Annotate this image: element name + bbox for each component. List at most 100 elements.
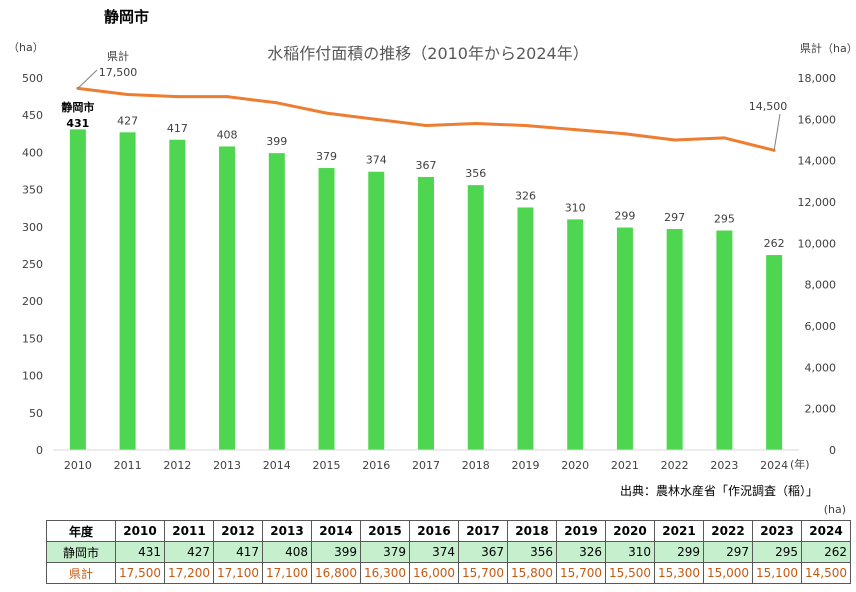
x-tick-label: 2015: [313, 459, 341, 472]
table-value-cell: 14,500: [801, 562, 851, 584]
table-year-cell: 2015: [360, 520, 410, 542]
bar: [517, 207, 534, 450]
bar-value-label: 310: [565, 201, 586, 214]
bar-value-label: 367: [416, 159, 437, 172]
chart-title: 水稲作付面積の推移（2010年から2024年）: [267, 44, 589, 63]
right-tick-label: 0: [829, 444, 836, 457]
bar: [616, 227, 633, 450]
x-tick-label: 2018: [462, 459, 490, 472]
right-tick-label: 18,000: [798, 72, 837, 85]
left-tick-label: 150: [22, 332, 43, 345]
right-tick-label: 8,000: [805, 279, 837, 292]
table-value-cell: 15,100: [752, 562, 802, 584]
line-point: [573, 128, 577, 132]
table-value-cell: 431: [115, 541, 165, 563]
right-tick-label: 4,000: [805, 361, 837, 374]
bar-value-label: 295: [714, 213, 735, 226]
table-value-cell: 295: [752, 541, 802, 563]
table-value-cell: 17,100: [262, 562, 312, 584]
line-point: [374, 117, 378, 121]
bar: [268, 153, 285, 451]
table-year-cell: 2022: [703, 520, 753, 542]
data-table: 年度 2010 2011 2012 2013 2014 2015 2016 2017 2018 20…: [46, 520, 851, 584]
pref-end-leader: [773, 113, 781, 151]
bar-series: [69, 129, 783, 451]
bar-value-label: 326: [515, 189, 536, 202]
table-value-cell: 15,000: [703, 562, 753, 584]
x-tick-label: 2017: [412, 459, 440, 472]
line-point: [225, 95, 229, 99]
line-point: [325, 111, 329, 115]
table-row-label: 県計: [46, 562, 116, 584]
x-axis-unit: (年): [790, 457, 810, 471]
pref-start-leader: [77, 69, 98, 89]
x-tick-label: 2016: [362, 459, 390, 472]
table-year-cell: 2017: [458, 520, 508, 542]
x-tick-label: 2010: [64, 459, 92, 472]
page-title: 静岡市: [104, 8, 150, 26]
table-row: 県計 17,500 17,200 17,100 17,100 16,800 16,300 16…: [46, 562, 851, 584]
bar-value-label: 297: [664, 211, 685, 224]
left-tick-label: 250: [22, 258, 43, 271]
table-header-label: 年度: [46, 520, 116, 542]
table-year-cell: 2024: [801, 520, 851, 542]
pref-end-value: 14,500: [749, 100, 788, 113]
table-value-cell: 17,500: [115, 562, 165, 584]
table-year-cell: 2019: [556, 520, 606, 542]
table-row-label: 静岡市: [46, 541, 116, 563]
table-year-cell: 2013: [262, 520, 312, 542]
bar: [418, 176, 434, 450]
table-value-cell: 356: [507, 541, 557, 563]
bar: [368, 171, 385, 450]
table-header-row: 年度 2010 2011 2012 2013 2014 2015 2016 2017 2018 20…: [46, 520, 851, 542]
bar: [169, 139, 186, 450]
right-tick-label: 6,000: [805, 320, 837, 333]
x-tick-label: 2023: [710, 459, 738, 472]
line-point: [175, 95, 179, 99]
x-tick-label: 2019: [511, 459, 539, 472]
x-tick-label: 2022: [661, 459, 689, 472]
x-tick-label: 2024: [760, 459, 788, 472]
line-point: [523, 124, 527, 128]
left-tick-label: 0: [36, 444, 43, 457]
table-value-cell: 374: [409, 541, 459, 563]
table-value-cell: 399: [311, 541, 361, 563]
city-callout-name: 静岡市: [61, 100, 94, 114]
left-tick-label: 350: [22, 184, 43, 197]
bar-value-label: 408: [217, 128, 238, 141]
table-value-cell: 408: [262, 541, 312, 563]
table-year-cell: 2023: [752, 520, 802, 542]
bar: [219, 146, 236, 450]
city-callout-value: 431: [66, 117, 89, 130]
line-point: [275, 101, 279, 105]
left-tick-label: 200: [22, 295, 43, 308]
table-value-cell: 299: [654, 541, 704, 563]
table-value-cell: 367: [458, 541, 508, 563]
bar-value-label: 262: [764, 237, 785, 250]
table-value-cell: 17,200: [164, 562, 214, 584]
bar: [766, 255, 783, 450]
bar-value-label: 356: [465, 167, 486, 180]
pref-start-value: 17,500: [99, 66, 138, 79]
bar: [69, 129, 86, 450]
right-axis-unit: 県計（ha）: [800, 42, 856, 55]
x-tick-label: 2021: [611, 459, 639, 472]
left-tick-label: 400: [22, 146, 43, 159]
right-tick-label: 2,000: [805, 403, 837, 416]
left-tick-label: 450: [22, 109, 43, 122]
table-value-cell: 379: [360, 541, 410, 563]
axes: 0 50 100 150 200 250 300 350 400 450 500 0 2,000 4,00…: [22, 72, 836, 472]
right-tick-label: 12,000: [798, 196, 837, 209]
pref-start-name: 県計: [107, 49, 129, 63]
line-point: [474, 121, 478, 125]
bar-value-label: 299: [614, 210, 635, 223]
table-year-cell: 2012: [213, 520, 263, 542]
table-row: 静岡市 431 427 417 408 399 379 374 367 356 326 310 299 2…: [46, 541, 851, 563]
table-value-cell: 297: [703, 541, 753, 563]
table-value-cell: 15,700: [556, 562, 606, 584]
bar: [119, 132, 136, 450]
table-value-cell: 262: [801, 541, 851, 563]
table-value-cell: 15,800: [507, 562, 557, 584]
x-tick-label: 2020: [561, 459, 589, 472]
bar-value-label: 399: [266, 135, 287, 148]
